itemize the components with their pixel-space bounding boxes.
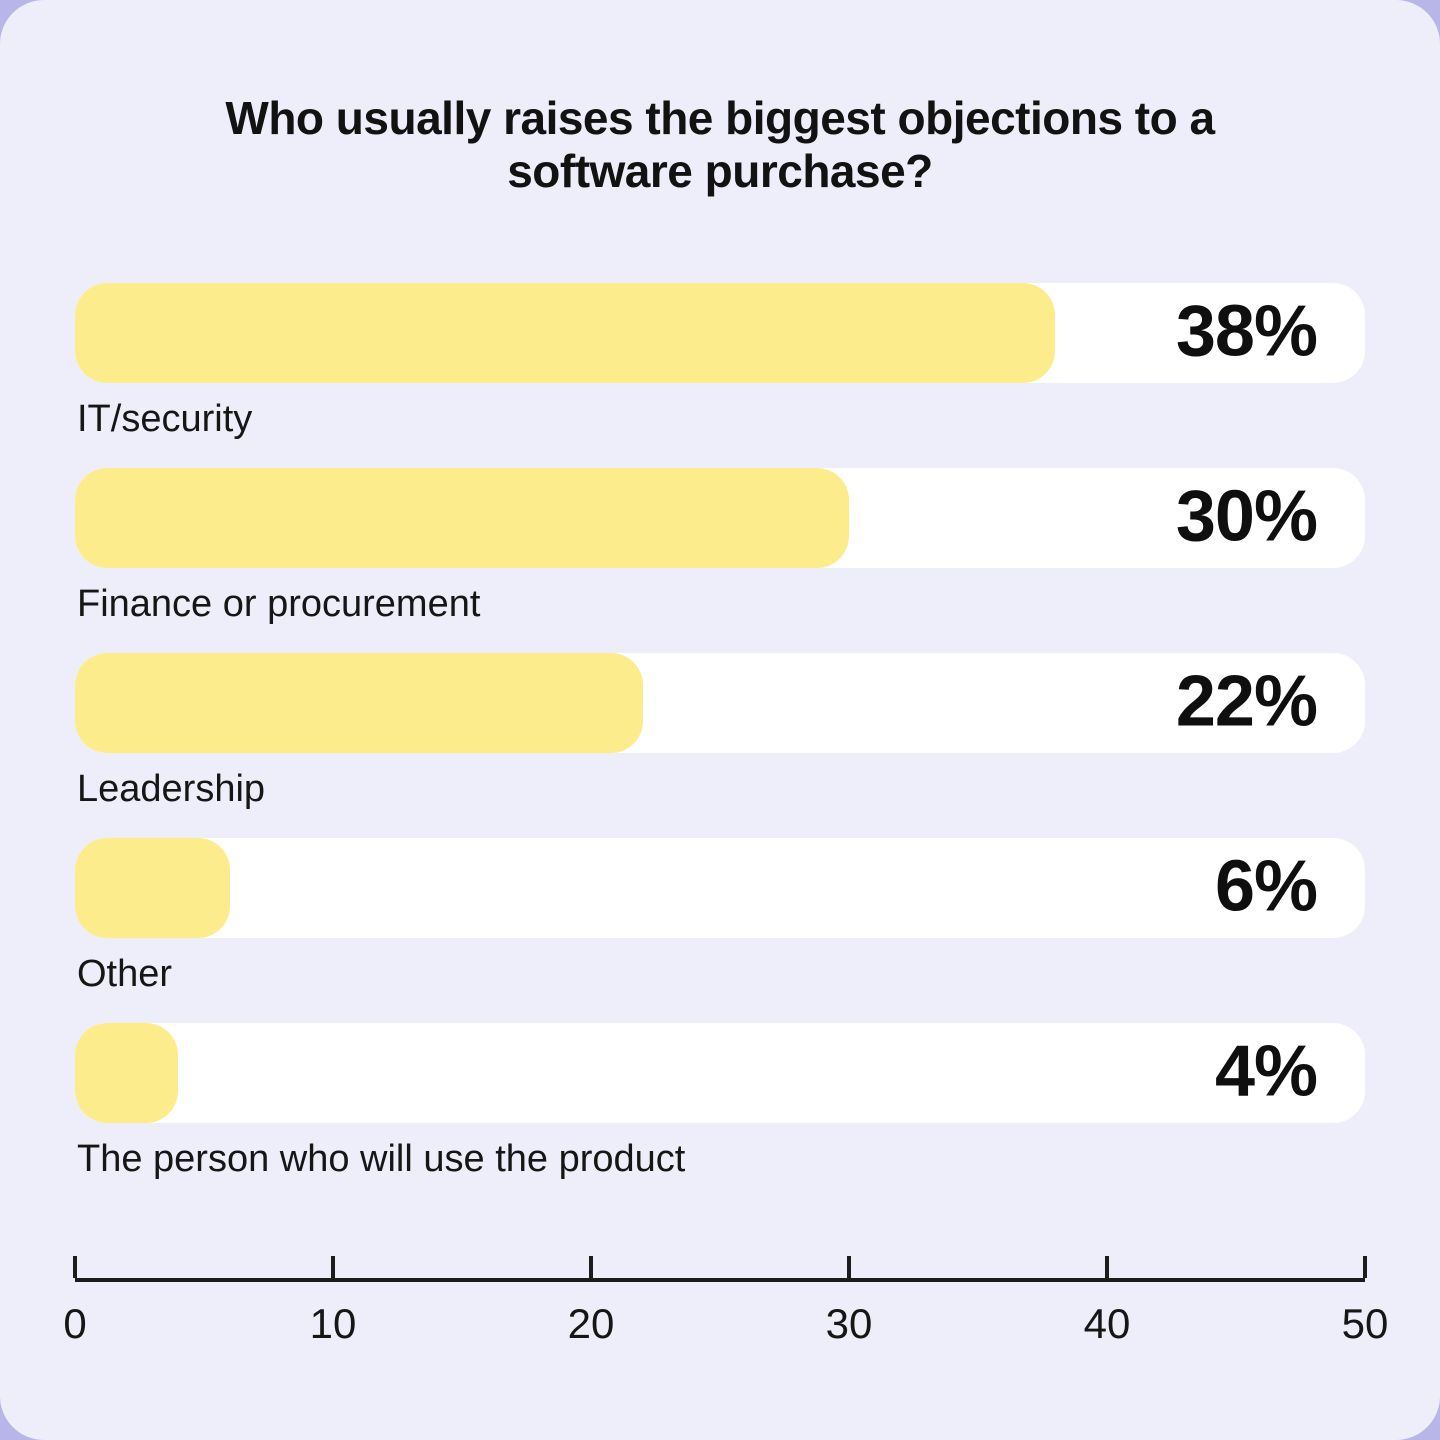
bar-fill [75,838,230,938]
bar-category-label: The person who will use the product [77,1138,686,1180]
axis-tick-label: 50 [1341,1300,1389,1347]
axis-tick [331,1256,335,1278]
bar-fill [75,1023,179,1123]
axis-tick-label: 20 [567,1300,615,1347]
bar-row: 4% The person who will use the product [75,1023,1365,1183]
bar-track: 22% [75,653,1365,753]
axis-tick-label: 0 [63,1300,87,1347]
bar-chart: 38% IT/security 30% Finance or procureme… [75,283,1365,1208]
bar-fill [75,653,643,753]
bar-row: 30% Finance or procurement [75,468,1365,628]
bar-fill [75,283,1056,383]
axis-tick [1105,1256,1109,1278]
bar-value-label: 30% [1175,476,1318,557]
bar-fill [75,468,849,568]
chart-title: Who usually raises the biggest objection… [225,92,1215,198]
bar-value-label: 4% [1214,1031,1318,1112]
bar-value-label: 22% [1175,661,1318,742]
bar-track: 4% [75,1023,1365,1123]
bar-row: 6% Other [75,838,1365,998]
bar-value-label: 38% [1175,291,1318,372]
axis-tick-label: 40 [1083,1300,1131,1347]
axis-tick [589,1256,593,1278]
bar-value-label: 6% [1214,846,1318,927]
x-axis-labels: 0 10 20 30 40 50 [63,1282,1388,1347]
axis-tick [73,1256,77,1278]
axis-tick-label: 10 [309,1300,357,1347]
x-axis: 0 10 20 30 40 50 [63,1256,1388,1366]
x-axis-line [73,1256,1367,1282]
bar-track: 30% [75,468,1365,568]
axis-tick [847,1256,851,1278]
bar-category-label: Leadership [77,768,266,810]
axis-tick-label: 30 [825,1300,873,1347]
bar-row: 22% Leadership [75,653,1365,813]
axis-tick [1363,1256,1367,1278]
bar-category-label: Other [77,953,173,995]
bar-track: 38% [75,283,1365,383]
bar-track: 6% [75,838,1365,938]
bar-category-label: IT/security [77,398,253,440]
bar-category-label: Finance or procurement [77,583,481,625]
bar-row: 38% IT/security [75,283,1365,443]
